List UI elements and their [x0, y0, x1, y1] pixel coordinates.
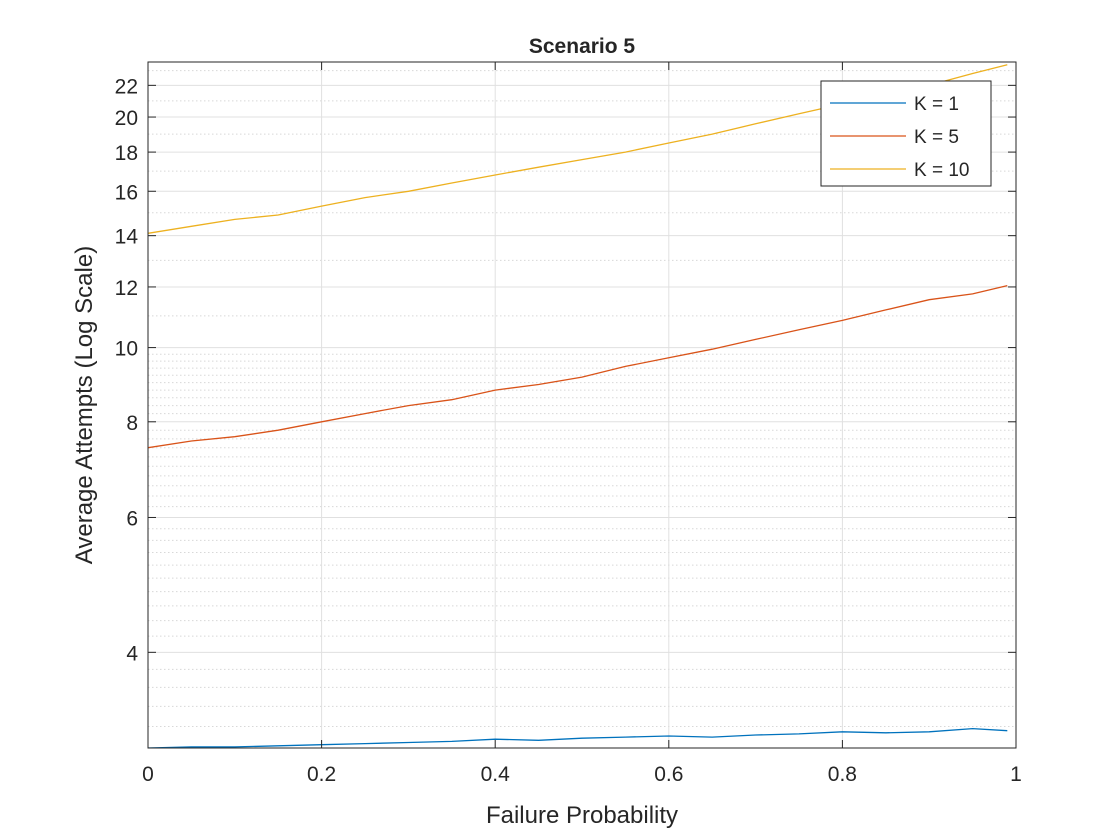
y-axis-label: Average Attempts (Log Scale)	[71, 246, 98, 564]
grid	[147, 62, 1017, 748]
x-tick-label: 0.4	[481, 763, 511, 786]
y-tick-label: 10	[115, 338, 138, 361]
y-tick-label: 8	[126, 412, 138, 435]
axis-ticks	[147, 62, 1017, 748]
legend-label-k10: K = 10	[914, 160, 969, 181]
series-line-k1	[148, 727, 1008, 748]
legend-label-k1: K = 1	[914, 94, 959, 115]
x-tick-label: 0.6	[654, 763, 683, 786]
chart-title: Scenario 5	[529, 35, 636, 58]
x-axis-label: Failure Probability	[486, 802, 678, 829]
y-tick-label: 22	[115, 75, 138, 98]
x-tick-label: 0.2	[307, 763, 336, 786]
y-tick-label: 4	[126, 642, 138, 665]
y-tick-label: 6	[126, 507, 138, 530]
legend-label-k5: K = 5	[914, 127, 959, 148]
y-tick-label: 16	[115, 181, 138, 204]
x-tick-label: 0.8	[828, 763, 857, 786]
legend: K = 1 K = 5 K = 10	[820, 80, 992, 187]
x-tick-label: 1	[1010, 763, 1022, 786]
axis-tick-labels: 4 6 8 10 12 14 16 18 20 22 0 0.2 0.4 0.6 0.8 1	[115, 75, 1022, 786]
x-tick-label: 0	[142, 763, 154, 786]
series-line-k5	[148, 284, 1008, 449]
y-tick-label: 14	[115, 226, 139, 249]
axes-box	[147, 61, 1017, 749]
y-tick-label: 12	[115, 277, 138, 300]
y-tick-label: 20	[115, 107, 138, 130]
y-tick-label: 18	[115, 142, 138, 165]
